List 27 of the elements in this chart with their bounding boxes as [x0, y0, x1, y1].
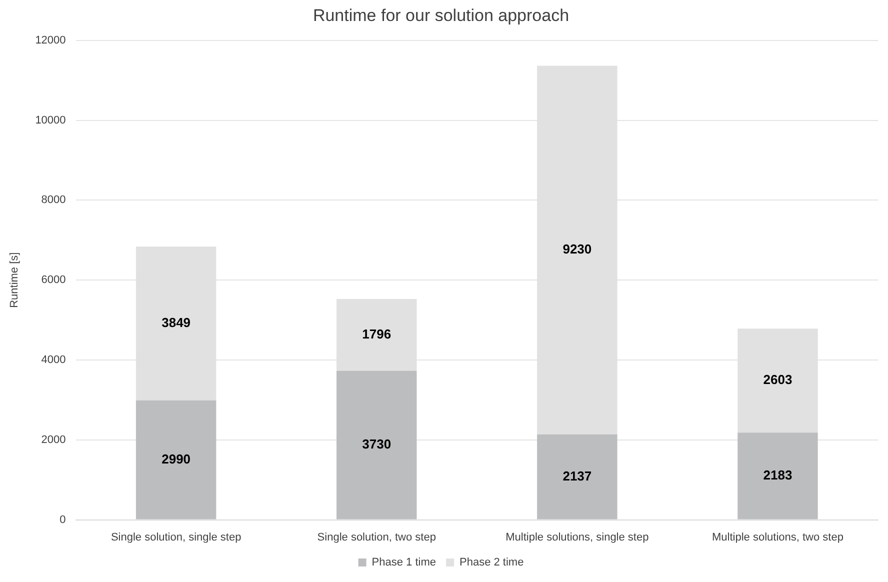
y-tick-label: 0 — [60, 514, 66, 526]
bar — [537, 434, 618, 520]
data-label: 2603 — [763, 372, 792, 388]
y-tick-label: 10000 — [35, 114, 66, 126]
bar — [738, 432, 818, 520]
y-tick-label: 4000 — [41, 354, 66, 366]
y-tick-label: 2000 — [41, 434, 66, 446]
bar — [136, 400, 216, 520]
x-tick-label: Multiple solutions, two step — [712, 531, 844, 544]
legend-label: Phase 1 time — [372, 556, 436, 569]
data-label: 2990 — [162, 451, 191, 466]
chart-title: Runtime for our solution approach — [312, 6, 570, 25]
y-axis-title: Runtime [s] — [8, 252, 21, 308]
x-tick-label: Single solution, two step — [317, 531, 436, 544]
y-tick-label: 6000 — [41, 274, 66, 286]
bar — [336, 370, 417, 520]
data-label: 3730 — [362, 436, 392, 452]
data-label: 3849 — [162, 315, 191, 330]
data-label: 1796 — [362, 326, 392, 342]
y-tick-label: 12000 — [35, 34, 66, 46]
y-tick-label: 8000 — [41, 194, 66, 206]
x-tick-label: Multiple solutions, single step — [506, 531, 649, 544]
data-label: 2183 — [763, 468, 792, 483]
data-label: 9230 — [562, 242, 592, 257]
legend-label: Phase 2 time — [460, 556, 524, 569]
x-tick-label: Single solution, single step — [110, 531, 242, 544]
data-label: 2137 — [562, 468, 592, 484]
